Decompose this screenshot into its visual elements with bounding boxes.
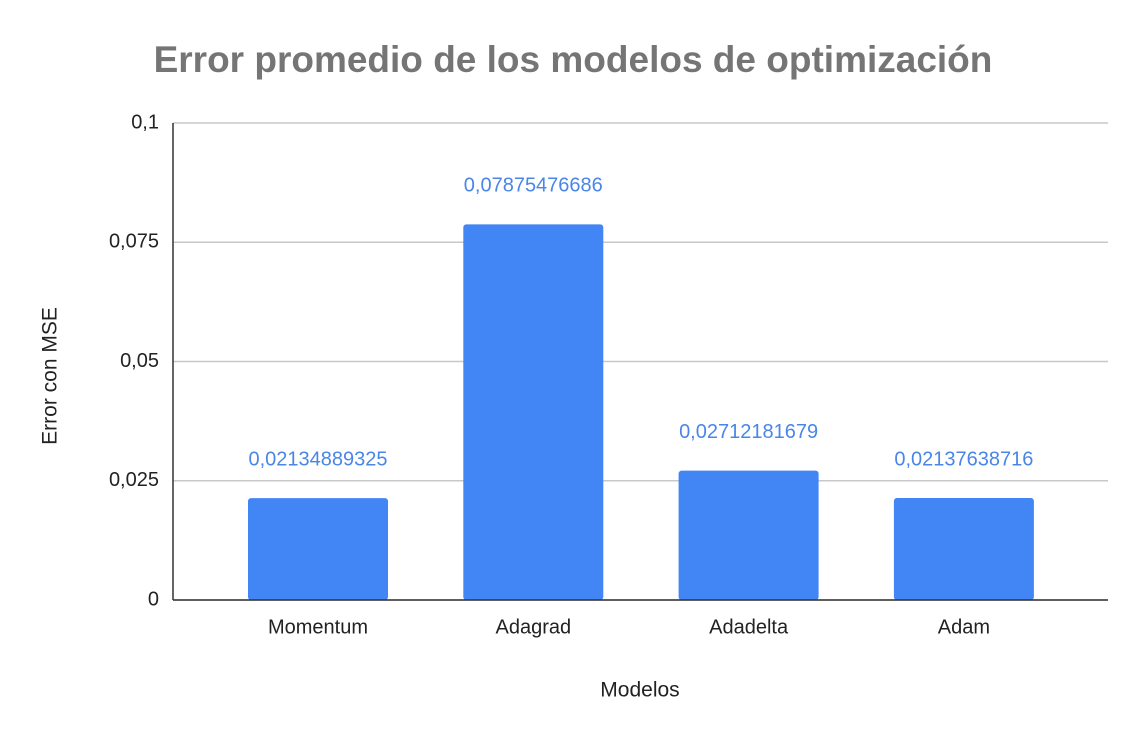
value-label: 0,02137638716: [894, 448, 1033, 470]
bar: [248, 498, 388, 600]
x-tick-label: Adam: [938, 616, 990, 638]
bar: [678, 470, 819, 600]
value-label: 0,02134889325: [248, 448, 387, 470]
bar: [893, 498, 1034, 600]
y-tick-label: 0: [148, 588, 159, 610]
value-label: 0,07875476686: [464, 175, 603, 197]
y-axis-title: Error con MSE: [39, 307, 62, 445]
x-axis-title: Modelos: [600, 679, 679, 702]
x-tick-label: Momentum: [268, 616, 368, 638]
chart-title: Error promedio de los modelos de optimiz…: [154, 39, 993, 80]
value-label: 0,02712181679: [679, 421, 818, 443]
x-tick-label: Adagrad: [495, 616, 571, 638]
y-tick-label: 0,075: [109, 231, 159, 253]
bar: [463, 224, 604, 600]
x-tick-label: Adadelta: [709, 616, 789, 638]
y-tick-label: 0,05: [120, 350, 159, 372]
y-tick-label: 0,1: [131, 111, 159, 133]
y-tick-label: 0,025: [109, 469, 159, 491]
